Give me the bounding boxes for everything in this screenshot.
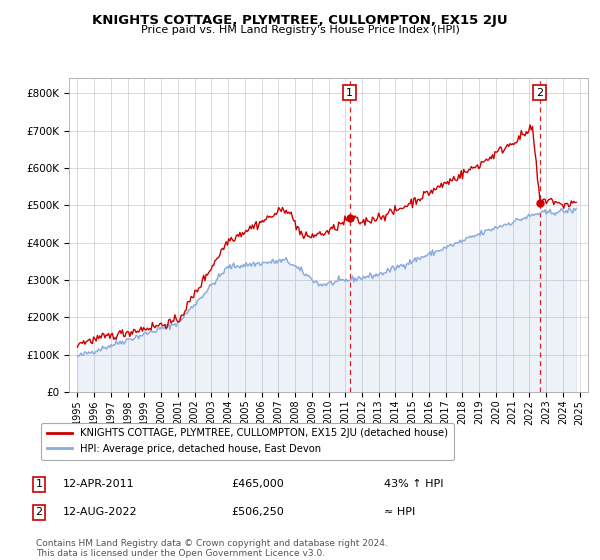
Text: 2: 2 <box>35 507 43 517</box>
Text: £465,000: £465,000 <box>231 479 284 489</box>
Text: 2: 2 <box>536 87 544 97</box>
Text: Price paid vs. HM Land Registry's House Price Index (HPI): Price paid vs. HM Land Registry's House … <box>140 25 460 35</box>
Text: 1: 1 <box>35 479 43 489</box>
Text: ≈ HPI: ≈ HPI <box>384 507 415 517</box>
Text: 12-APR-2011: 12-APR-2011 <box>63 479 134 489</box>
Text: 43% ↑ HPI: 43% ↑ HPI <box>384 479 443 489</box>
Legend: KNIGHTS COTTAGE, PLYMTREE, CULLOMPTON, EX15 2JU (detached house), HPI: Average p: KNIGHTS COTTAGE, PLYMTREE, CULLOMPTON, E… <box>41 422 454 460</box>
Text: 12-AUG-2022: 12-AUG-2022 <box>63 507 137 517</box>
Text: Contains HM Land Registry data © Crown copyright and database right 2024.
This d: Contains HM Land Registry data © Crown c… <box>36 539 388 558</box>
Text: KNIGHTS COTTAGE, PLYMTREE, CULLOMPTON, EX15 2JU: KNIGHTS COTTAGE, PLYMTREE, CULLOMPTON, E… <box>92 14 508 27</box>
Text: £506,250: £506,250 <box>231 507 284 517</box>
Text: 1: 1 <box>346 87 353 97</box>
